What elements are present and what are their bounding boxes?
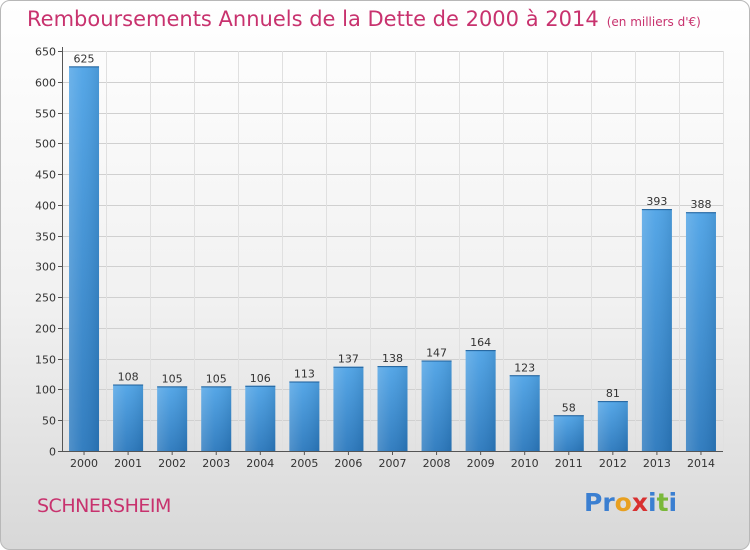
bar-shine xyxy=(69,66,100,451)
bar-shine xyxy=(377,366,408,451)
bar-value-label: 105 xyxy=(206,372,227,385)
y-tick-label: 550 xyxy=(35,108,56,121)
y-tick-label: 300 xyxy=(35,261,56,274)
bar-value-label: 393 xyxy=(646,195,667,208)
y-tick-label: 500 xyxy=(35,138,56,151)
chart-title: Remboursements Annuels de la Dette de 20… xyxy=(27,7,599,31)
y-tick-label: 100 xyxy=(35,384,56,397)
logo-letter: i xyxy=(648,488,657,517)
x-tick-label: 2004 xyxy=(246,457,274,470)
logo-letter: P xyxy=(584,488,603,517)
bar-value-label: 147 xyxy=(426,347,447,360)
chart-title-row: Remboursements Annuels de la Dette de 20… xyxy=(27,7,701,31)
x-tick-label: 2001 xyxy=(114,457,142,470)
logo-letter: t xyxy=(656,488,669,517)
bar-shine xyxy=(509,375,540,451)
bar-value-label: 105 xyxy=(162,372,183,385)
x-tick-label: 2008 xyxy=(423,457,451,470)
logo-letter: o xyxy=(614,488,632,517)
y-tick-label: 150 xyxy=(35,354,56,367)
y-tick-label: 450 xyxy=(35,169,56,182)
bar-shine xyxy=(201,386,232,451)
bar-value-label: 137 xyxy=(338,353,359,366)
bar-value-label: 388 xyxy=(690,198,711,211)
bar-shine xyxy=(245,385,276,451)
y-tick-label: 400 xyxy=(35,200,56,213)
x-tick-label: 2012 xyxy=(599,457,627,470)
bar-value-label: 123 xyxy=(514,361,535,374)
x-tick-label: 2010 xyxy=(511,457,539,470)
logo-letter: x xyxy=(631,488,648,517)
x-tick-label: 2002 xyxy=(158,457,186,470)
x-tick-label: 2009 xyxy=(467,457,495,470)
chart-unit-note: (en milliers d'€) xyxy=(606,15,701,29)
x-tick-label: 2003 xyxy=(202,457,230,470)
x-tick-label: 2014 xyxy=(687,457,715,470)
bar-value-label: 113 xyxy=(294,367,315,380)
bar-value-label: 58 xyxy=(562,401,576,414)
x-tick-label: 2007 xyxy=(379,457,407,470)
y-tick-label: 200 xyxy=(35,323,56,336)
bar-shine xyxy=(289,381,320,451)
x-tick-label: 2013 xyxy=(643,457,671,470)
bar-shine xyxy=(465,350,496,451)
bar-value-label: 106 xyxy=(250,372,271,385)
bar-shine xyxy=(685,212,716,451)
bar-shine xyxy=(597,401,628,451)
bar-shine xyxy=(157,386,188,451)
bar-value-label: 108 xyxy=(118,371,139,384)
x-tick-label: 2005 xyxy=(290,457,318,470)
logo-letter: r xyxy=(602,488,615,517)
y-tick-label: 0 xyxy=(49,446,56,459)
y-tick-label: 350 xyxy=(35,231,56,244)
bar-value-label: 138 xyxy=(382,352,403,365)
y-tick-label: 50 xyxy=(42,415,56,428)
bar-shine xyxy=(421,360,452,451)
bar-shine xyxy=(333,366,364,451)
bar-value-label: 625 xyxy=(74,52,95,65)
y-tick-label: 650 xyxy=(35,46,56,59)
x-tick-label: 2000 xyxy=(70,457,98,470)
bar-shine xyxy=(641,209,672,451)
bar-shine xyxy=(553,415,584,451)
x-tick-label: 2006 xyxy=(334,457,362,470)
bar-value-label: 81 xyxy=(606,387,620,400)
city-name: SCHNERSHEIM xyxy=(37,495,171,517)
y-tick-label: 250 xyxy=(35,292,56,305)
logo-letter: i xyxy=(668,488,678,517)
bar-shine xyxy=(113,384,144,451)
bar-value-label: 164 xyxy=(470,336,491,349)
y-tick-label: 600 xyxy=(35,77,56,90)
proxiti-logo[interactable]: Proxiti xyxy=(584,488,677,517)
x-tick-label: 2011 xyxy=(555,457,583,470)
